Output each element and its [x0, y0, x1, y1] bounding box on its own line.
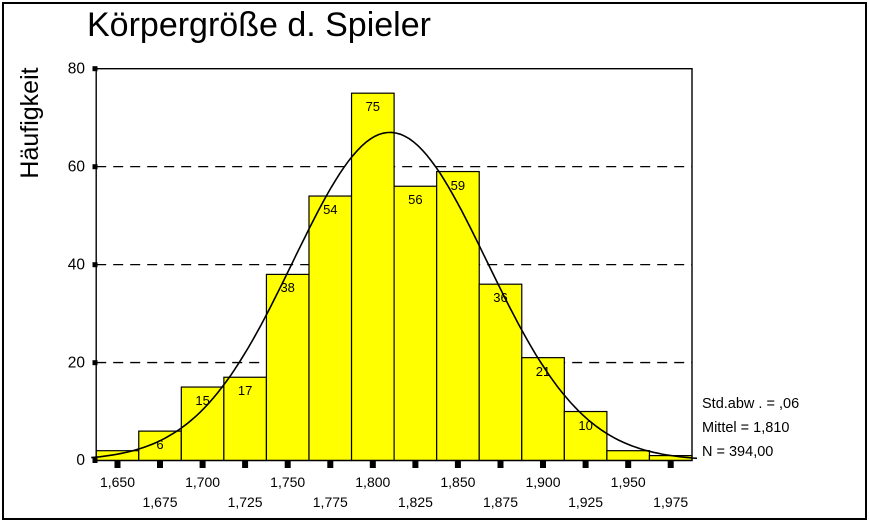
svg-text:17: 17	[238, 383, 252, 398]
svg-text:10: 10	[578, 418, 592, 433]
svg-text:38: 38	[280, 280, 294, 295]
svg-text:6: 6	[156, 437, 163, 452]
svg-text:1,725: 1,725	[228, 494, 263, 510]
svg-text:1,750: 1,750	[270, 474, 305, 490]
svg-text:54: 54	[323, 202, 337, 217]
svg-text:Std.abw . = ,06: Std.abw . = ,06	[702, 396, 799, 412]
svg-text:1,775: 1,775	[313, 494, 348, 510]
svg-text:1,850: 1,850	[440, 474, 475, 490]
svg-text:56: 56	[408, 192, 422, 207]
svg-text:1,700: 1,700	[185, 474, 220, 490]
svg-text:1,825: 1,825	[398, 494, 433, 510]
svg-text:Mittel = 1,810: Mittel = 1,810	[702, 420, 789, 436]
svg-text:59: 59	[451, 178, 465, 193]
svg-text:20: 20	[68, 355, 86, 372]
svg-text:Häufigkeit: Häufigkeit	[16, 67, 44, 178]
svg-text:40: 40	[68, 257, 86, 274]
svg-text:75: 75	[366, 99, 380, 114]
svg-text:15: 15	[195, 393, 209, 408]
svg-text:80: 80	[68, 61, 86, 78]
svg-text:1,800: 1,800	[355, 474, 390, 490]
svg-text:36: 36	[493, 290, 507, 305]
svg-text:0: 0	[76, 452, 85, 469]
svg-text:60: 60	[68, 159, 86, 176]
svg-text:1,950: 1,950	[611, 474, 646, 490]
svg-text:N = 394,00: N = 394,00	[702, 444, 773, 460]
svg-text:1,900: 1,900	[525, 474, 560, 490]
svg-text:1,650: 1,650	[100, 474, 135, 490]
svg-text:21: 21	[536, 364, 550, 379]
svg-text:1,975: 1,975	[653, 494, 688, 510]
svg-text:1,925: 1,925	[568, 494, 603, 510]
svg-text:1,675: 1,675	[142, 494, 177, 510]
svg-text:1,875: 1,875	[483, 494, 518, 510]
